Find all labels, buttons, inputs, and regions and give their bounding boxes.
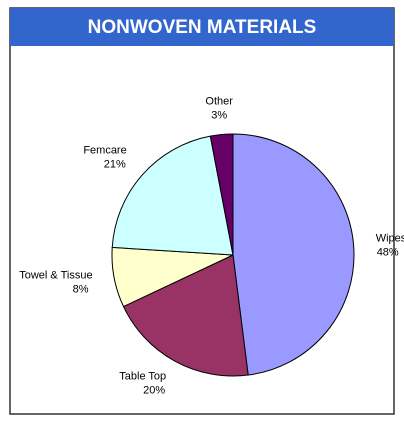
slice-value-label: 8% bbox=[73, 283, 89, 295]
chart-title: NONWOVEN MATERIALS bbox=[88, 17, 317, 38]
pie-slice bbox=[111, 135, 234, 256]
slice-value-label: 20% bbox=[143, 385, 165, 397]
title-bar bbox=[10, 8, 394, 46]
slice-label: Femcare bbox=[83, 145, 126, 157]
pie-slice bbox=[232, 133, 355, 376]
pie-slice bbox=[209, 133, 234, 256]
slice-value-label: 48% bbox=[377, 247, 399, 259]
slice-label: Wipes bbox=[376, 233, 404, 245]
slice-value-label: 21% bbox=[104, 159, 126, 171]
slice-label: Other bbox=[205, 96, 233, 108]
slice-value-label: 3% bbox=[211, 110, 227, 122]
pie-slice bbox=[122, 254, 249, 377]
slice-label: Table Top bbox=[119, 371, 166, 383]
slice-label: Towel & Tissue bbox=[19, 269, 92, 281]
